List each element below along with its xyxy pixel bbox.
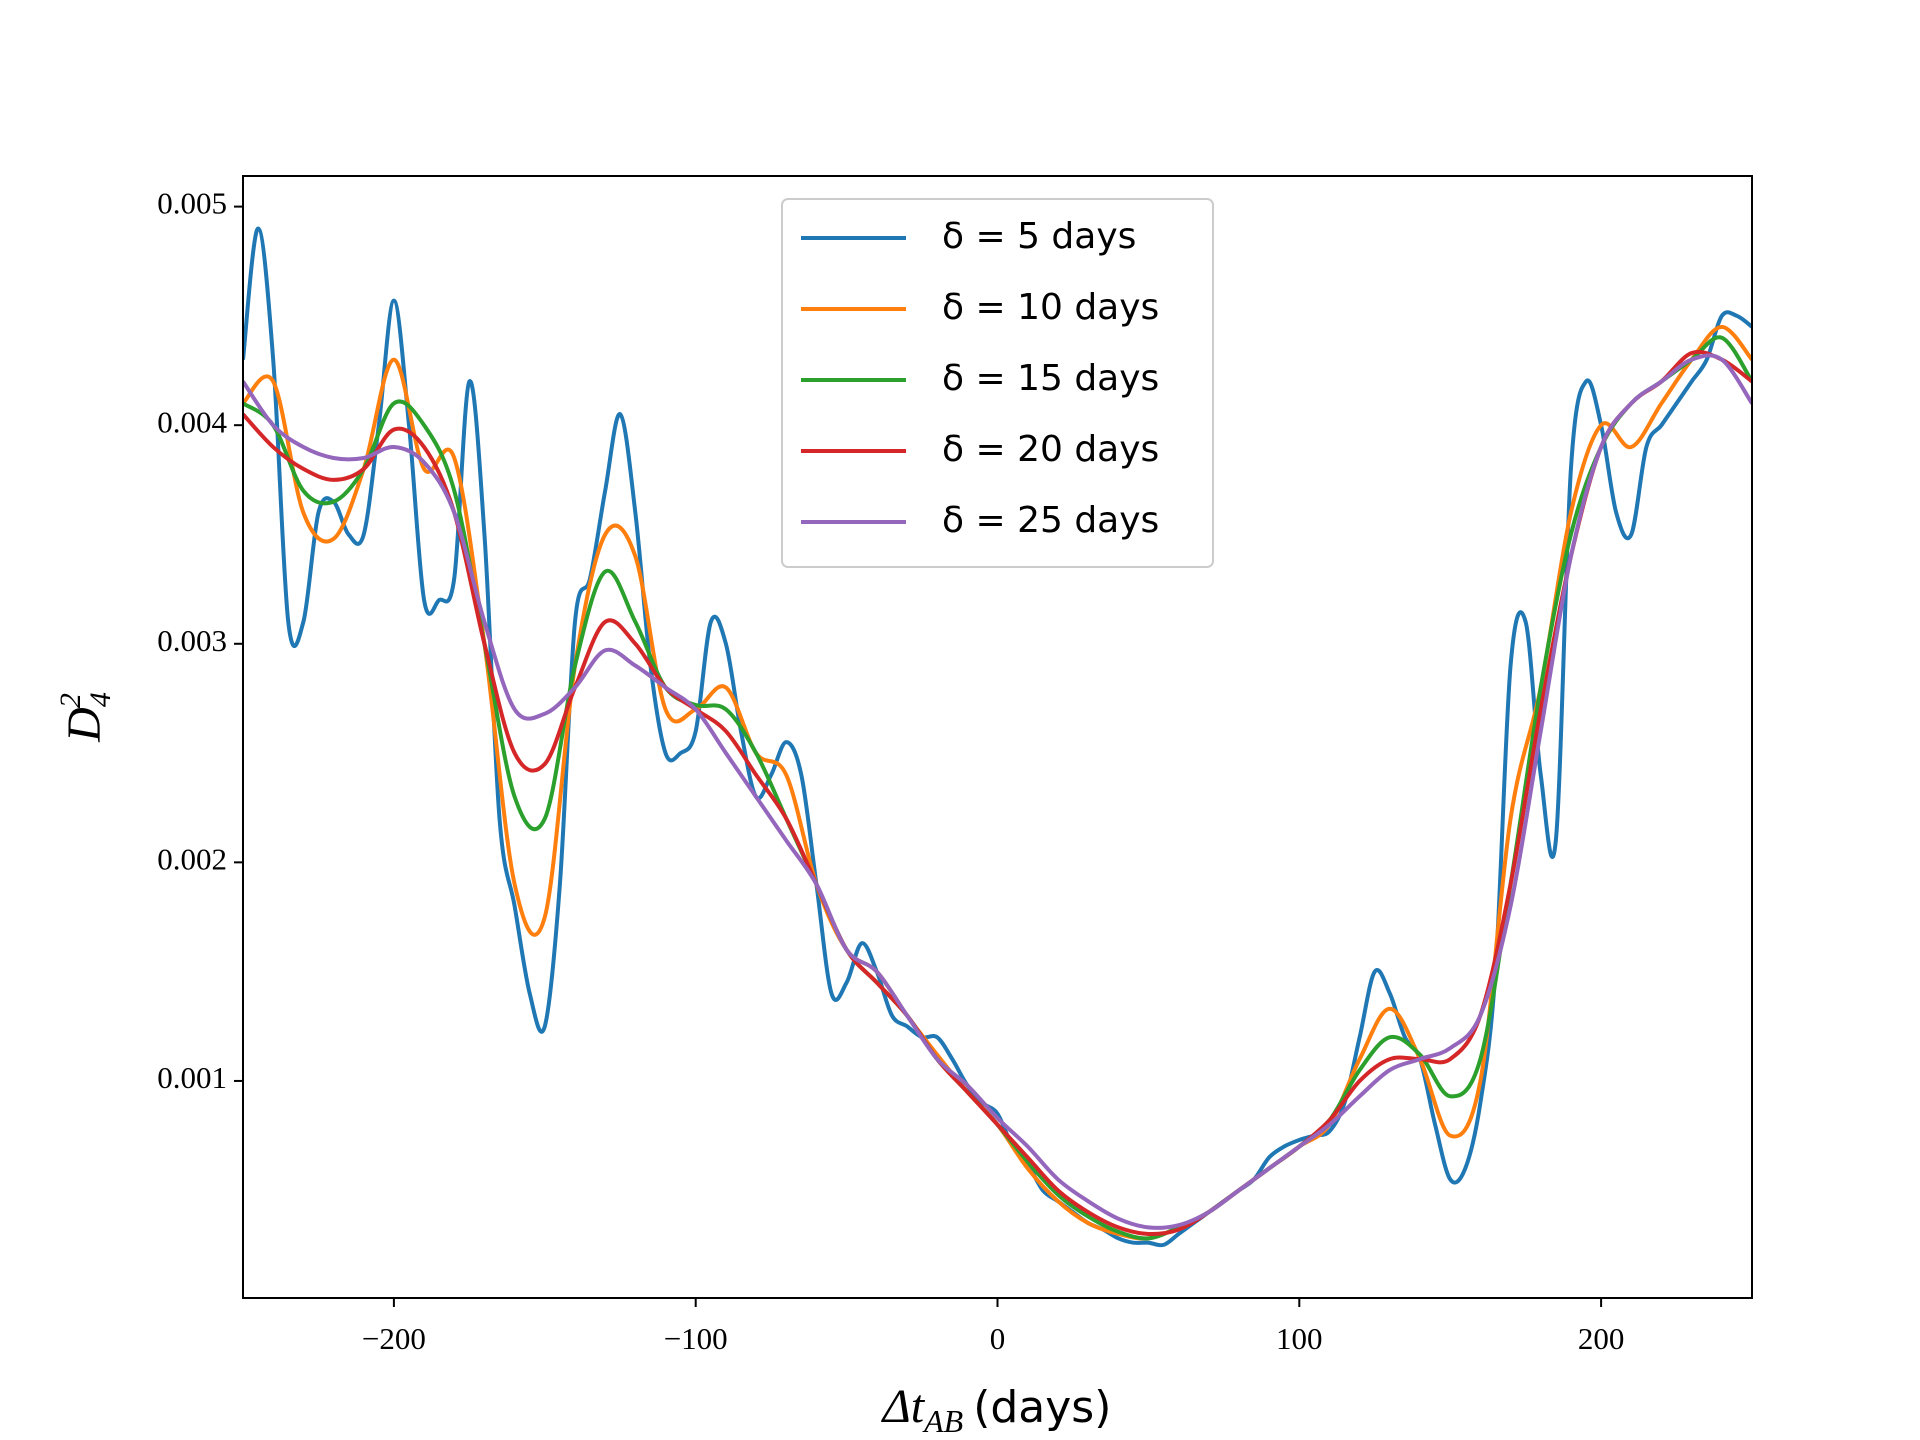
y-tick-label: 0.003 — [157, 623, 227, 658]
y-label-sup: 2 — [54, 693, 87, 708]
series-line — [243, 349, 1752, 1237]
x-tick-label: −200 — [362, 1321, 426, 1356]
x-tick-label: 200 — [1578, 1321, 1625, 1356]
y-tick-label: 0.002 — [157, 841, 227, 876]
series-line — [243, 226, 1752, 1248]
legend-box — [781, 198, 1214, 568]
legend-label: δ = 10 days — [942, 287, 1159, 328]
y-axis-label: D42 — [54, 692, 117, 743]
y-tick-label: 0.001 — [157, 1060, 227, 1095]
legend-label: δ = 15 days — [942, 358, 1159, 399]
y-label-main: D — [58, 707, 111, 743]
y-tick-label: 0.005 — [157, 186, 227, 221]
y-tick-label: 0.004 — [157, 404, 227, 439]
x-label-unit: (days) — [973, 1382, 1111, 1433]
legend: δ = 5 days δ = 10 days δ = 15 days δ = 20 d… — [781, 198, 1214, 568]
x-label-main: Δt — [881, 1380, 926, 1433]
series-line — [243, 353, 1752, 1230]
legend-label: δ = 20 days — [942, 429, 1159, 470]
x-axis-label: ΔtAB (days) — [881, 1380, 1112, 1439]
legend-label: δ = 25 days — [942, 500, 1159, 541]
legend-label: δ = 5 days — [942, 216, 1136, 257]
y-label-sub: 4 — [84, 692, 117, 707]
x-label-sub: AB — [922, 1403, 963, 1439]
x-tick-label: 100 — [1276, 1321, 1323, 1356]
x-tick-label: 0 — [990, 1321, 1006, 1356]
plot-lines — [243, 226, 1752, 1248]
plot-frame — [242, 175, 1753, 1299]
x-tick-label: −100 — [664, 1321, 728, 1356]
